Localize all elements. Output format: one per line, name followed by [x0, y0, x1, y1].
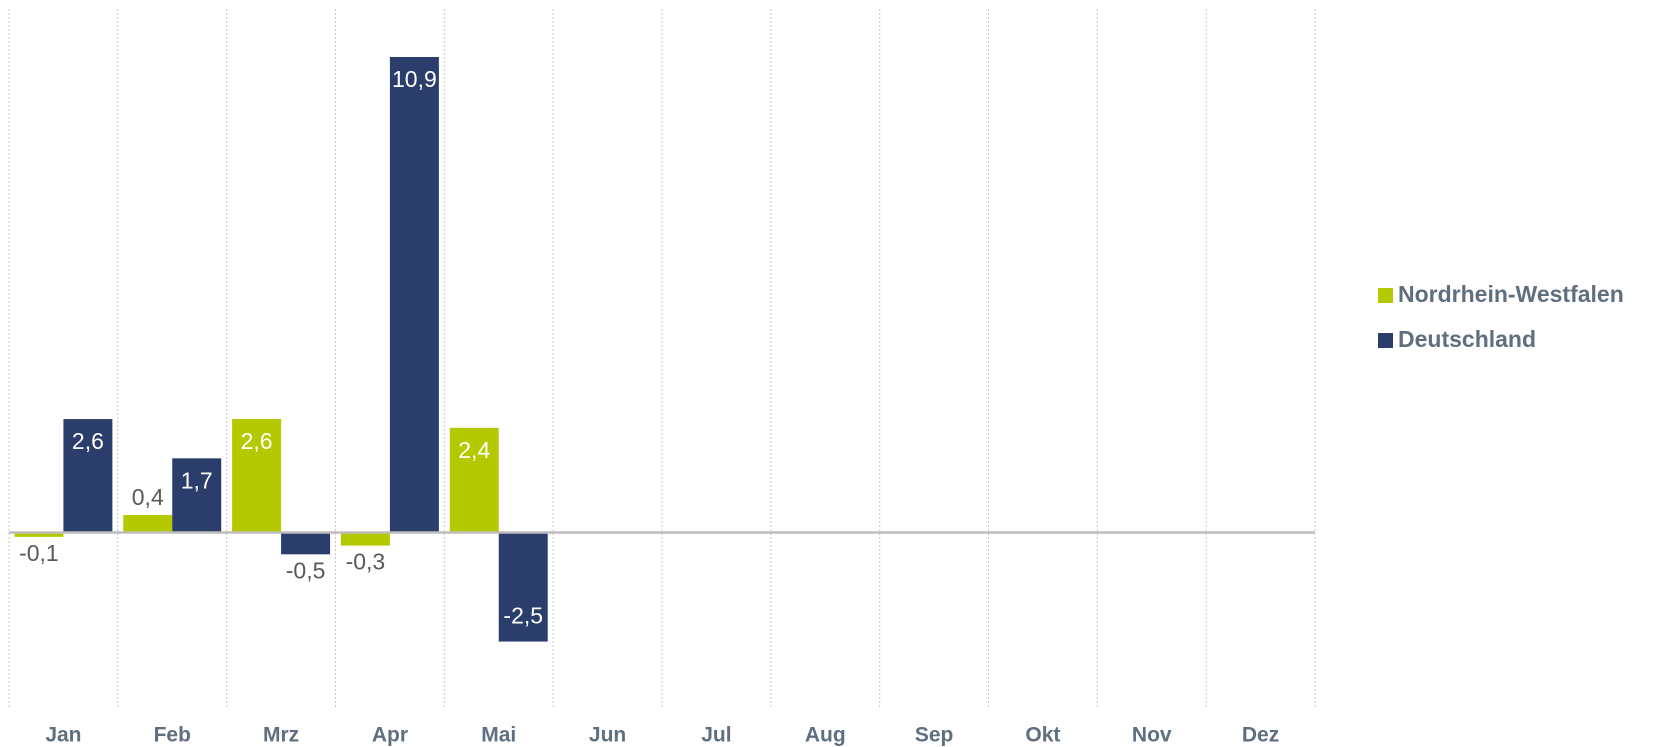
x-tick-label: Dez	[1242, 724, 1279, 747]
bar	[498, 532, 548, 642]
data-label: 0,4	[132, 484, 164, 510]
x-tick-label: Aug	[805, 724, 846, 747]
bar	[449, 427, 499, 533]
x-tick-label: Feb	[154, 724, 191, 747]
data-label: -2,5	[503, 603, 543, 629]
data-label: 2,4	[458, 437, 490, 463]
data-label: 2,6	[241, 428, 273, 454]
x-tick-label: Mrz	[263, 724, 299, 747]
x-tick-label: Okt	[1025, 724, 1060, 747]
x-tick-label: Sep	[915, 724, 954, 747]
legend-label: Nordrhein-Westfalen	[1398, 281, 1624, 307]
x-tick-label: Mai	[481, 724, 516, 747]
bar	[63, 419, 113, 533]
bar	[389, 56, 439, 533]
bar	[172, 458, 222, 533]
data-label: -0,5	[286, 557, 326, 583]
x-tick-label: Apr	[372, 724, 408, 747]
legend-swatch	[1378, 333, 1393, 348]
data-label: 10,9	[392, 66, 437, 92]
data-label: 2,6	[72, 428, 104, 454]
bar	[14, 532, 64, 537]
bar	[281, 532, 331, 555]
x-tick-label: Nov	[1132, 724, 1172, 747]
bar	[340, 532, 390, 546]
legend-swatch	[1378, 288, 1393, 303]
data-label: 1,7	[181, 467, 213, 493]
bar	[232, 419, 282, 533]
x-tick-label: Jan	[45, 724, 81, 747]
x-tick-label: Jul	[701, 724, 731, 747]
bar	[123, 515, 173, 533]
data-label: -0,1	[19, 540, 59, 566]
data-label: -0,3	[346, 549, 386, 575]
legend-label: Deutschland	[1398, 326, 1536, 352]
x-tick-label: Jun	[589, 724, 626, 747]
